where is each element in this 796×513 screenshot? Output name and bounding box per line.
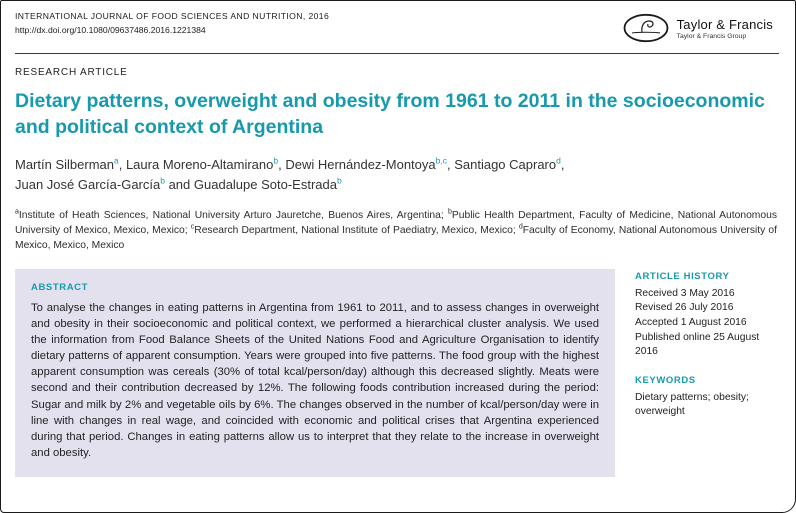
author-affil-marker: b,c bbox=[435, 155, 447, 166]
article-meta-sidebar: ARTICLE HISTORY Received 3 May 2016 Revi… bbox=[635, 269, 779, 477]
author: Martín Silbermana, bbox=[15, 155, 126, 172]
history-item: Published online 25 August 2016 bbox=[635, 331, 760, 358]
abstract-region: ABSTRACT To analyse the changes in eatin… bbox=[15, 268, 779, 478]
abstract-heading: ABSTRACT bbox=[31, 281, 89, 293]
doi-link[interactable]: http://dx.doi.org/10.1080/09637486.2016.… bbox=[15, 25, 206, 35]
publisher-wordmark: Taylor & Francis Taylor & Francis Group bbox=[677, 17, 773, 40]
header-divider bbox=[15, 53, 779, 54]
abstract-text: To analyse the changes in eating pattern… bbox=[31, 301, 599, 459]
author-affil-marker: b bbox=[337, 175, 342, 186]
author: Juan José García-Garcíab and bbox=[15, 175, 194, 192]
publisher-group: Taylor & Francis Group bbox=[676, 32, 747, 40]
history-item: Received 3 May 2016 bbox=[635, 287, 735, 299]
keywords-text: Dietary patterns; obesity; overweight bbox=[635, 391, 749, 418]
journal-title: INTERNATIONAL JOURNAL OF FOOD SCIENCES A… bbox=[15, 11, 330, 21]
affiliation: cResearch Department, National Institute… bbox=[190, 223, 519, 237]
article-title: Dietary patterns, overweight and obesity… bbox=[15, 90, 765, 138]
publisher-name: Taylor & Francis bbox=[676, 16, 773, 32]
affiliation: aInstitute of Heath Sciences, National U… bbox=[15, 208, 448, 221]
taylor-francis-logo-icon bbox=[623, 13, 669, 43]
affiliation: bPublic Health Department, Faculty of Me… bbox=[15, 208, 777, 237]
author-affil-marker: a bbox=[113, 155, 119, 166]
article-history-heading: ARTICLE HISTORY bbox=[635, 270, 730, 282]
history-item: Accepted 1 August 2016 bbox=[635, 316, 747, 328]
author: Santiago Caprarod, bbox=[454, 155, 565, 172]
journal-info: INTERNATIONAL JOURNAL OF FOOD SCIENCES A… bbox=[15, 11, 329, 35]
page-header: INTERNATIONAL JOURNAL OF FOOD SCIENCES A… bbox=[15, 11, 779, 44]
article-history-list: Received 3 May 2016 Revised 26 July 2016… bbox=[635, 287, 779, 360]
article-type-label: RESEARCH ARTICLE bbox=[15, 67, 128, 78]
publisher-brand: Taylor & Francis Taylor & Francis Group bbox=[622, 12, 773, 44]
author-affil-marker: b bbox=[160, 175, 165, 186]
authors-line: Martín Silbermana, Laura Moreno-Altamira… bbox=[15, 154, 779, 194]
keywords-heading: KEYWORDS bbox=[635, 374, 696, 386]
abstract-box: ABSTRACT To analyse the changes in eatin… bbox=[15, 268, 615, 478]
author-affil-marker: b bbox=[273, 155, 279, 166]
affiliation: dFaculty of Economy, National Autonomous… bbox=[15, 223, 777, 252]
author: Guadalupe Soto-Estradab bbox=[193, 175, 342, 192]
affiliations: aInstitute of Heath Sciences, National U… bbox=[15, 207, 777, 254]
history-item: Revised 26 July 2016 bbox=[635, 302, 734, 314]
author: Laura Moreno-Altamiranob, bbox=[125, 155, 286, 172]
author-affil-marker: d bbox=[556, 155, 561, 166]
author: Dewi Hernández-Montoyab,c, bbox=[285, 155, 455, 172]
